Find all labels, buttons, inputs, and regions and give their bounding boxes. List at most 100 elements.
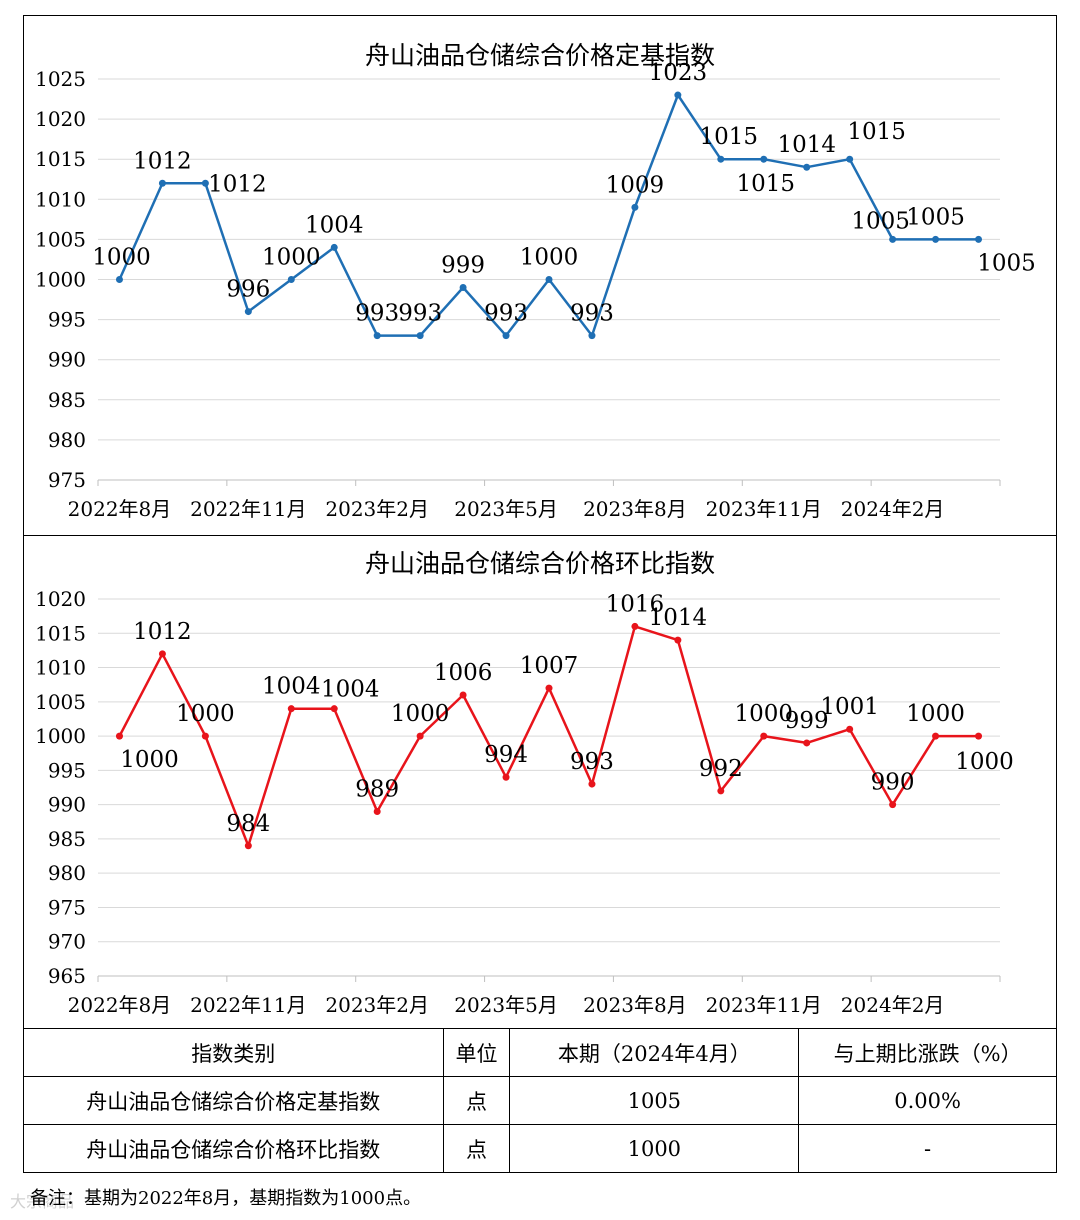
data-label: 984 (226, 811, 270, 837)
data-point (201, 179, 209, 187)
data-label: 999 (785, 708, 829, 734)
data-point (932, 732, 940, 740)
data-point (846, 155, 854, 163)
y-tick-label: 1010 (35, 187, 86, 211)
y-tick-label: 1015 (35, 147, 86, 171)
data-point (373, 332, 381, 340)
data-label: 999 (441, 253, 485, 279)
data-label: 1015 (700, 124, 759, 150)
data-label: 1001 (820, 694, 879, 720)
data-label: 989 (355, 776, 399, 802)
y-tick-label: 1020 (35, 587, 86, 611)
data-label: 1000 (391, 701, 450, 727)
data-point (975, 235, 983, 243)
data-label: 992 (699, 756, 743, 782)
x-tick-label: 2023年11月 (706, 993, 822, 1017)
data-label: 1023 (649, 60, 708, 86)
data-point (717, 787, 725, 795)
table-header-cell: 指数类别 (23, 1028, 444, 1077)
x-tick-label: 2023年5月 (454, 993, 558, 1017)
data-point (287, 705, 295, 713)
y-tick-label: 1000 (35, 724, 86, 748)
x-tick-label: 2023年2月 (325, 497, 429, 521)
y-tick-label: 1005 (35, 690, 86, 714)
data-point (244, 842, 252, 850)
table-cell: 点 (442, 1076, 511, 1125)
y-tick-label: 1010 (35, 656, 86, 680)
data-point (416, 732, 424, 740)
table-cell: 1005 (509, 1076, 800, 1125)
data-label: 1004 (321, 677, 380, 703)
x-tick-label: 2023年8月 (583, 993, 687, 1017)
data-label: 1006 (434, 660, 493, 686)
data-label: 1012 (133, 148, 192, 174)
y-tick-label: 975 (48, 895, 86, 919)
data-point (502, 773, 510, 781)
watermark: 大宗商品 (10, 1192, 75, 1211)
data-label: 1000 (176, 701, 235, 727)
x-tick-label: 2024年2月 (841, 497, 945, 521)
data-point (115, 732, 123, 740)
data-point (674, 636, 682, 644)
data-point (545, 684, 553, 692)
data-label: 1015 (736, 171, 795, 197)
data-label: 1005 (977, 250, 1036, 276)
table-header-cell: 单位 (442, 1028, 511, 1077)
data-point (803, 739, 811, 747)
data-point (631, 622, 639, 630)
data-point (416, 332, 424, 340)
y-tick-label: 965 (48, 964, 86, 988)
footnote: 备注：基期为2022年8月，基期指数为1000点。 (30, 1188, 422, 1209)
table-row: 舟山油品仓储综合价格定基指数 点 1005 0.00% (23, 1076, 1057, 1125)
data-label: 1000 (906, 701, 965, 727)
data-label: 1016 (606, 591, 665, 617)
data-point (459, 284, 467, 292)
chain-index-plot: 965 970 975 980 985 990 995 1000 1005 1010 1015 102… (35, 587, 1014, 1017)
data-label: 996 (226, 277, 270, 303)
table-cell: 舟山油品仓储综合价格定基指数 (23, 1076, 444, 1125)
data-label: 990 (871, 770, 915, 796)
y-tick-label: 990 (48, 793, 86, 817)
data-point (803, 163, 811, 171)
table-cell: 点 (442, 1124, 511, 1173)
data-label: 1004 (305, 212, 364, 238)
y-tick-label: 985 (48, 827, 86, 851)
data-label: 1000 (955, 749, 1014, 775)
y-tick-label: 1025 (35, 67, 86, 91)
chain-index-chart: 舟山油品仓储综合价格环比指数 965 970 975 980 985 990 995 1000… (23, 535, 1057, 1029)
data-point (459, 691, 467, 699)
data-label: 1004 (262, 674, 321, 700)
chart-title: 舟山油品仓储综合价格环比指数 (364, 549, 715, 578)
fixed-base-index-plot: 9759809859909951000100510101015102010252… (35, 60, 1036, 521)
data-label: 993 (570, 301, 614, 327)
data-label: 1014 (649, 605, 708, 631)
y-tick-label: 970 (48, 930, 86, 954)
y-tick-label: 1005 (35, 227, 86, 251)
data-label: 1005 (851, 208, 910, 234)
data-label: 994 (484, 742, 528, 768)
x-tick-label: 2023年2月 (325, 993, 429, 1017)
x-tick-label: 2022年11月 (190, 993, 306, 1017)
x-tick-label: 2022年11月 (190, 497, 306, 521)
data-label: 1009 (606, 172, 665, 198)
data-point (975, 732, 983, 740)
x-tick-label: 2022年8月 (68, 993, 172, 1017)
data-point (330, 705, 338, 713)
data-point (287, 276, 295, 283)
table-cell: - (798, 1124, 1057, 1173)
data-label: 1012 (208, 171, 267, 197)
data-label: 1012 (133, 619, 192, 645)
data-label: 1015 (847, 119, 906, 145)
table-header-cell: 与上期比涨跌（%） (798, 1028, 1057, 1077)
data-point (330, 243, 338, 251)
table-header-row: 指数类别 单位 本期（2024年4月） 与上期比涨跌（%） (23, 1028, 1057, 1077)
data-point (717, 155, 725, 163)
table-cell: 舟山油品仓储综合价格环比指数 (23, 1124, 444, 1173)
y-tick-label: 1000 (35, 268, 86, 292)
data-label: 1000 (92, 245, 151, 271)
data-point (889, 235, 897, 243)
data-point (244, 308, 252, 316)
y-tick-label: 990 (48, 348, 86, 372)
data-point (588, 780, 596, 788)
x-tick-label: 2023年11月 (706, 497, 822, 521)
